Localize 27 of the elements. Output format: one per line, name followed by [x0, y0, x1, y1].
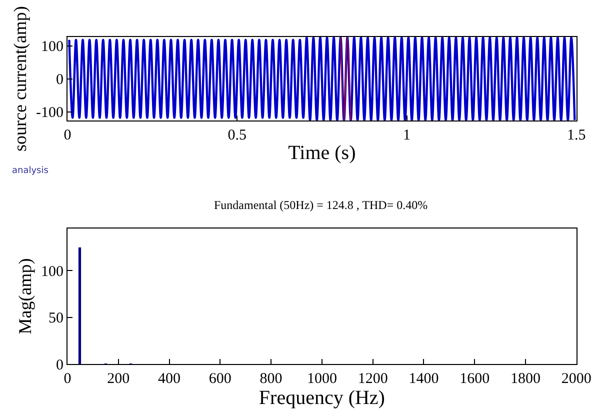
x-tick-label: 1200 — [358, 371, 388, 388]
y-axis-title: source current(amp) — [10, 6, 30, 152]
x-axis-title: Frequency (Hz) — [258, 387, 385, 410]
y-tick-label: 100 — [41, 264, 64, 280]
x-tick-label: 2000 — [561, 371, 592, 388]
y-tick-label: 0 — [56, 357, 64, 374]
y-tick-label: 50 — [48, 310, 64, 327]
x-tick-label: 800 — [260, 371, 282, 388]
y-tick-label: 0 — [56, 72, 64, 88]
y-tick-label: 100 — [41, 39, 64, 56]
x-tick-label: 400 — [158, 371, 181, 388]
y-axis-title: Mag(amp) — [15, 258, 36, 334]
x-axis-title: Time (s) — [288, 142, 356, 164]
x-tick-label: 1600 — [460, 371, 490, 388]
text: analysis — [12, 166, 49, 176]
x-tick-label: 1 — [403, 128, 410, 144]
x-tick-label: 1000 — [306, 371, 337, 388]
x-tick-label: 600 — [208, 371, 232, 388]
x-tick-label: 1.5 — [567, 128, 586, 144]
x-tick-label: 1800 — [510, 371, 540, 388]
x-tick-label: 0.5 — [228, 128, 247, 144]
y-tick-label: -100 — [36, 105, 64, 122]
x-tick-label: 1400 — [408, 371, 439, 388]
x-tick-label: 200 — [107, 371, 130, 388]
line-series — [68, 36, 576, 121]
bar — [78, 246, 82, 364]
chart-title: Fundamental (50Hz) = 124.8 , THD= 0.40% — [214, 198, 428, 212]
